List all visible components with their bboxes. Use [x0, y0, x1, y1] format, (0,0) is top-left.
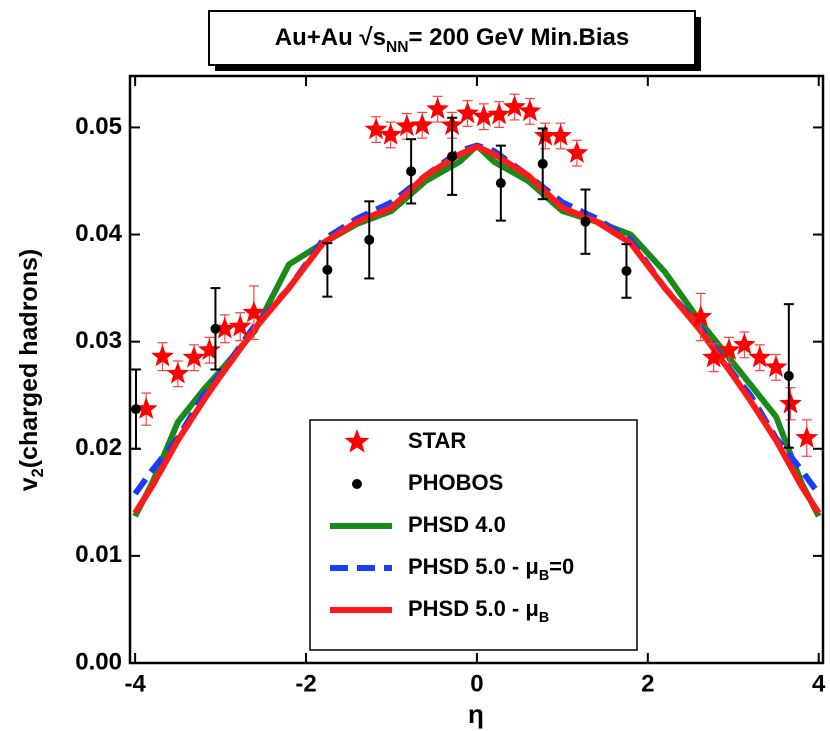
y-tick-label: 0.02	[75, 434, 122, 461]
model-line	[132, 143, 822, 515]
subscript: B	[539, 610, 549, 626]
point	[783, 370, 794, 381]
star-point	[134, 397, 158, 419]
y-tick-label: 0.01	[75, 541, 122, 568]
star-point	[565, 141, 589, 163]
point	[495, 178, 506, 189]
star-point	[364, 117, 388, 140]
point	[322, 264, 333, 275]
star-point	[518, 99, 542, 122]
plot-frame	[128, 74, 825, 665]
text-part: = 200 GeV Min.Bias	[408, 24, 629, 51]
star-point	[410, 113, 434, 135]
point	[210, 323, 221, 334]
star-point	[426, 97, 449, 119]
legend-label: PHSD 5.0 - μB=0	[408, 554, 574, 584]
x-tick-label: 4	[812, 670, 826, 697]
legend-label: STAR	[408, 428, 466, 453]
x-tick-label: -4	[124, 670, 146, 697]
star-point	[748, 345, 772, 368]
star-point	[213, 316, 237, 339]
star-point	[717, 338, 741, 360]
star-point	[456, 101, 479, 124]
star-point	[549, 124, 573, 146]
x-tick-label: -2	[295, 670, 316, 697]
point	[447, 151, 458, 162]
x-axis-label: η	[468, 699, 484, 729]
text-part: v	[15, 477, 43, 491]
point	[130, 404, 141, 415]
text-part: PHSD 5.0 - μ	[408, 596, 539, 621]
title-box	[208, 10, 696, 66]
star-point	[395, 114, 419, 137]
y-tick-label: 0.00	[75, 648, 122, 675]
point	[580, 216, 591, 227]
text-part: (charged hadrons)	[15, 249, 43, 468]
point	[364, 234, 375, 245]
star-point	[795, 426, 819, 448]
legend-box	[309, 419, 638, 651]
text-part: PHOBOS	[408, 470, 503, 495]
x-tick-label: 0	[470, 670, 483, 697]
subscript: NN	[386, 39, 409, 56]
star-point	[166, 361, 190, 384]
star-point	[242, 300, 266, 323]
chart-title: Au+Au √sNN= 200 GeV Min.Bias	[275, 24, 630, 55]
star-point	[198, 338, 221, 360]
text-part: Au+Au √s	[275, 24, 386, 51]
star-point	[228, 314, 252, 337]
legend-marker	[352, 479, 362, 489]
star-point	[472, 104, 496, 127]
star-point	[779, 391, 802, 414]
x-tick-label: 2	[641, 670, 654, 697]
star-point	[764, 355, 788, 378]
star-point	[689, 305, 713, 327]
text-part: =0	[549, 554, 574, 579]
legend-marker	[344, 429, 370, 453]
subscript: 2	[29, 468, 47, 477]
star-point	[503, 95, 526, 117]
text-part: PHSD 4.0	[408, 512, 506, 537]
star-point	[151, 344, 174, 367]
y-tick-label: 0.05	[75, 113, 122, 140]
star-point	[379, 122, 402, 145]
star-point	[487, 102, 511, 125]
subscript: B	[539, 568, 549, 584]
y-tick-label: 0.03	[75, 327, 122, 354]
text-part: STAR	[408, 428, 466, 453]
y-axis-label: v2(charged hadrons)	[15, 249, 48, 491]
star-point	[702, 345, 725, 368]
text-part: PHSD 5.0 - μ	[408, 554, 539, 579]
point	[406, 166, 417, 177]
point	[621, 265, 632, 276]
legend-label: PHSD 5.0 - μB	[408, 596, 549, 626]
star-point	[182, 345, 206, 368]
legend-label: PHSD 4.0	[408, 512, 506, 537]
point	[537, 158, 548, 169]
legend-label: PHOBOS	[408, 470, 503, 495]
star-point	[733, 332, 756, 355]
y-tick-label: 0.04	[75, 220, 122, 247]
star-point	[533, 124, 557, 146]
